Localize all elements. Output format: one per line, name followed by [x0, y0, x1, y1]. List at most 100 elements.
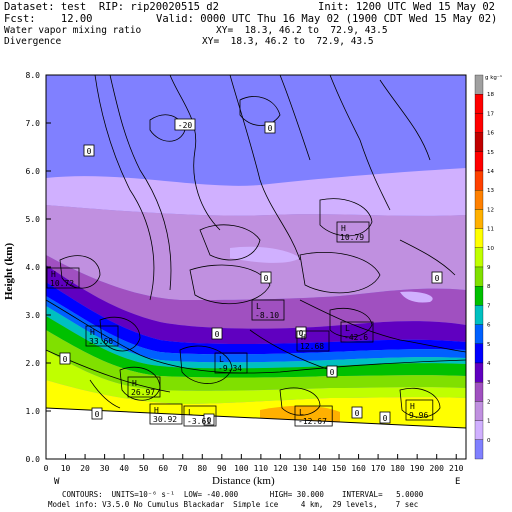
contour-label-box: [264, 121, 276, 134]
colorbar-swatch: [474, 362, 484, 383]
colorbar-label: 7: [487, 303, 491, 309]
extremum-box: [340, 321, 374, 343]
x-tick-label: 190: [410, 464, 425, 473]
contour-label: 0: [435, 274, 440, 283]
colorbar-swatch: [474, 170, 484, 191]
contour-label: 0: [330, 368, 335, 377]
contour-label-box: [59, 352, 71, 365]
colorbar-label: 2: [487, 399, 491, 405]
colorbar-swatch: [474, 190, 484, 210]
x-tick-label: 20: [80, 464, 90, 473]
field2-name: Divergence: [4, 36, 62, 47]
x-tick-label: 10: [61, 464, 71, 473]
extremum-value: -3.61: [187, 417, 211, 426]
extremum-kind: H: [301, 333, 306, 342]
x-tick-label: 200: [429, 464, 444, 473]
x-tick-label: 100: [234, 464, 249, 473]
colorbar-unit: g kg⁻¹: [485, 74, 502, 81]
colorbar-label: 3: [487, 380, 491, 386]
extremum-value: -8.10: [255, 311, 279, 320]
colorbar-swatch: [474, 286, 484, 306]
x-tick-label: 150: [332, 464, 347, 473]
colorbar-swatch: [474, 132, 484, 152]
extremum-kind: L: [219, 355, 224, 364]
colorbar-label: 1: [487, 419, 491, 425]
y-tick-label: 0.0: [26, 455, 41, 464]
colorbar-label: 10: [487, 246, 494, 252]
y-axis: 0.0 1.0 2.0 3.0 4.0 5.0 6.0 7.0 8.0: [26, 71, 51, 464]
contour-label: -20: [178, 121, 193, 130]
extremum-box: [149, 403, 183, 425]
x-tick-label: 170: [371, 464, 386, 473]
contour-label-box: [91, 407, 103, 420]
x-tick-label: 0: [44, 464, 49, 473]
contour-label-box: [260, 271, 272, 284]
colorbar-label: 9: [487, 265, 491, 271]
colorbar-label: 0: [487, 438, 491, 444]
y-tick-label: 8.0: [26, 71, 41, 80]
colorbar-label: 17: [487, 111, 494, 117]
extremum-value: 10.72: [50, 279, 74, 288]
contour-label-box: [295, 326, 307, 339]
field1-name: Water vapor mixing ratio: [4, 25, 142, 36]
extremum-kind: H: [410, 402, 415, 411]
colorbar-swatch: [474, 209, 484, 229]
y-tick-label: 3.0: [26, 311, 41, 320]
contour-label-box: [211, 327, 223, 340]
west-label: W: [54, 477, 60, 487]
colorbar-swatch: [474, 401, 484, 421]
contour-label-box: [351, 406, 363, 419]
contour-label-box: [83, 144, 95, 157]
x-tick-label: 90: [217, 464, 227, 473]
colorbar-swatch: [474, 324, 484, 344]
contour-label: 0: [87, 147, 92, 156]
colorbar-swatch: [474, 94, 484, 114]
colorbar-swatch: [474, 382, 484, 402]
extremum-value: 9.96: [409, 411, 428, 420]
fcst-line: Fcst: 12.00: [4, 13, 93, 25]
x-tick-label: 160: [351, 464, 366, 473]
contour-label: 0: [299, 329, 304, 338]
extremum-value: -9.34: [218, 364, 242, 373]
extremum-value: -42.6: [344, 333, 368, 342]
colorbar-label: 16: [487, 131, 494, 137]
x-tick-label: 130: [293, 464, 308, 473]
extremum-value: 26.97: [131, 388, 155, 397]
contour-info: CONTOURS: UNITS=10⁻⁶ s⁻¹ LOW= -40.000 HI…: [62, 490, 424, 499]
colorbar-label: 15: [487, 150, 494, 156]
contour-label-box: [431, 271, 443, 284]
extremum-box: [46, 267, 80, 289]
y-axis-label: Height (km): [3, 243, 15, 300]
x-tick-label: 140: [312, 464, 327, 473]
east-label: E: [455, 477, 460, 487]
y-tick-label: 4.0: [26, 263, 41, 272]
y-tick-label: 2.0: [26, 359, 41, 368]
extremum-kind: H: [90, 328, 95, 337]
extremum-kind: H: [341, 224, 346, 233]
colorbar-swatch: [474, 343, 484, 364]
x-tick-label: 180: [390, 464, 405, 473]
colorbar-label: 18: [487, 92, 494, 98]
colorbar-label: 6: [487, 323, 491, 329]
colorbar-swatch: [474, 74, 484, 95]
extremum-kind: H: [51, 270, 56, 279]
model-info: Model info: V3.5.0 No Cumulus Blackadar …: [48, 500, 419, 509]
x-tick-label: 210: [449, 464, 464, 473]
x-tick-label: 30: [100, 464, 110, 473]
x-tick-label: 80: [197, 464, 207, 473]
colorbar-swatch: [474, 228, 484, 248]
contour-label: 0: [95, 410, 100, 419]
extremum-box: [405, 399, 434, 421]
extremum-kind: H: [132, 379, 137, 388]
extremum-value: 30.92: [153, 415, 177, 424]
extremum-kind: L: [188, 408, 193, 417]
init-line: Init: 1200 UTC Wed 15 May 02: [318, 1, 496, 13]
contour-label: 0: [268, 124, 273, 133]
colorbar-swatch: [474, 420, 484, 440]
colorbar-label: 11: [487, 227, 494, 233]
extremum-box: [251, 299, 285, 321]
colorbar-swatch: [474, 113, 484, 133]
x-tick-label: 40: [119, 464, 129, 473]
